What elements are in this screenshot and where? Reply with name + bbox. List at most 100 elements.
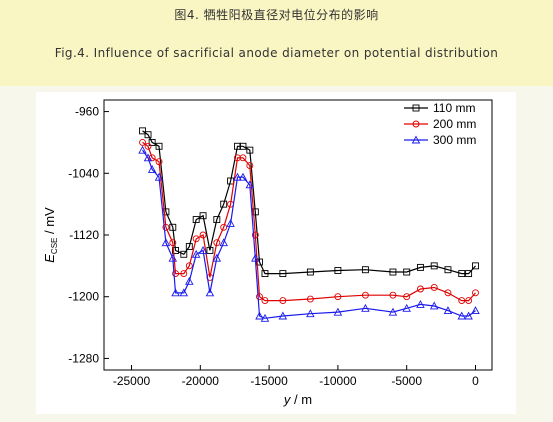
data-point	[388, 307, 398, 316]
data-point	[261, 270, 269, 278]
legend-label: 110 mm	[433, 101, 475, 115]
data-point	[334, 267, 342, 274]
data-point	[416, 299, 425, 308]
figure-caption-chinese: 图4. 牺牲阳极直径对电位分布的影响	[174, 8, 379, 22]
data-point	[205, 288, 215, 297]
data-point	[465, 297, 473, 305]
x-tick-label: -25000	[113, 374, 151, 388]
x-tick-label: -20000	[182, 374, 220, 388]
data-point	[334, 293, 342, 301]
data-point	[238, 172, 248, 181]
data-point	[179, 288, 189, 297]
plot-area: -25000 -20000 -15000 -10000 -5000 0 -960 -1040 -…	[36, 92, 516, 414]
data-point	[206, 246, 214, 254]
data-point	[144, 131, 152, 139]
data-point	[251, 231, 259, 239]
data-point	[389, 291, 397, 299]
data-point	[245, 180, 255, 189]
figure-caption-english: Fig.4. Influence of sacrificial anode di…	[54, 46, 499, 60]
data-point	[444, 289, 452, 297]
data-point	[185, 243, 193, 251]
data-point	[180, 270, 188, 278]
data-point	[429, 301, 439, 310]
data-point	[417, 285, 424, 293]
data-point	[402, 303, 411, 312]
data-point	[191, 249, 201, 258]
y-tick-label: -1280	[68, 351, 99, 365]
data-point	[246, 162, 254, 170]
y-tick-label: -960	[75, 105, 99, 119]
data-point	[306, 309, 315, 318]
data-point	[220, 200, 228, 208]
data-point	[306, 295, 314, 303]
data-point	[333, 307, 343, 316]
data-point	[144, 142, 152, 150]
data-point	[192, 235, 200, 243]
data-point	[261, 297, 269, 305]
data-point	[417, 263, 424, 271]
series-110-mm	[139, 127, 479, 278]
data-point	[279, 270, 287, 278]
data-point	[185, 276, 194, 285]
data-point	[185, 262, 193, 270]
data-point	[154, 172, 164, 181]
data-point	[239, 154, 247, 162]
y-tick-label: -1120	[69, 228, 99, 242]
series-300-mm	[138, 145, 480, 322]
data-point	[226, 218, 235, 227]
data-point	[361, 303, 370, 312]
data-point	[198, 245, 208, 254]
data-point	[234, 154, 241, 162]
data-point	[389, 268, 397, 276]
data-point	[168, 253, 178, 262]
y-axis-title: ECSE / mV	[42, 207, 59, 263]
data-point	[234, 142, 241, 150]
data-point	[278, 311, 288, 320]
data-point	[138, 145, 147, 154]
data-point	[220, 223, 228, 231]
legend: 110 mm 200 mm 300 mm	[404, 101, 476, 147]
x-tick-label: 0	[472, 374, 479, 388]
data-point	[233, 172, 242, 181]
data-point	[430, 284, 438, 291]
x-tick-label: -5000	[391, 374, 422, 388]
data-point	[147, 164, 157, 173]
data-point	[458, 270, 466, 278]
x-axis-title: y / m	[283, 392, 312, 407]
data-point	[472, 262, 479, 270]
data-point	[256, 293, 263, 301]
legend-marker	[412, 120, 420, 128]
data-point	[162, 223, 170, 231]
data-point	[171, 288, 180, 297]
data-point	[199, 231, 207, 239]
data-point	[458, 297, 466, 305]
data-point	[143, 153, 153, 162]
x-tick-label: -15000	[250, 374, 288, 388]
data-point	[403, 293, 411, 301]
legend-item: 200 mm	[404, 117, 476, 131]
x-tick-label: -10000	[319, 374, 357, 388]
data-point	[148, 138, 156, 146]
data-point	[169, 239, 177, 247]
data-point	[192, 216, 200, 224]
y-tick-label: -1200	[68, 290, 99, 304]
data-point	[256, 258, 263, 266]
data-point	[155, 158, 163, 166]
data-point	[465, 270, 473, 278]
data-point	[213, 216, 221, 224]
potential-chart: -25000 -20000 -15000 -10000 -5000 0 -960 -1040 -…	[42, 99, 493, 407]
data-point	[430, 262, 438, 270]
legend-item: 300 mm	[404, 133, 476, 147]
y-tick-label: -1040	[68, 166, 99, 180]
series-line	[142, 141, 476, 302]
data-point	[457, 311, 466, 320]
legend-label: 300 mm	[433, 133, 476, 147]
data-point	[219, 238, 228, 247]
data-point	[180, 250, 188, 258]
data-point	[139, 127, 146, 135]
data-point	[199, 212, 207, 220]
legend-label: 200 mm	[433, 117, 476, 131]
data-point	[148, 154, 156, 162]
data-point	[246, 146, 254, 154]
data-point	[260, 313, 270, 322]
